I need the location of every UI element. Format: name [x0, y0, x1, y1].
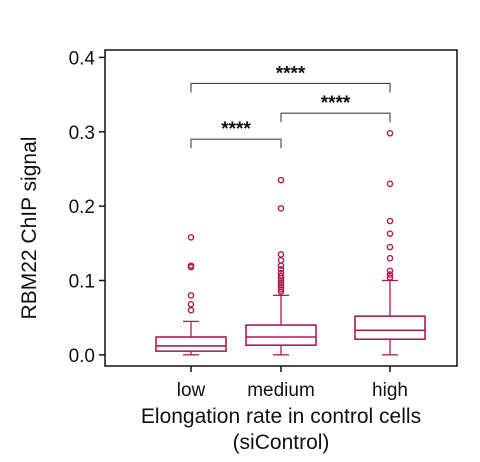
y-tick-label: 0.1: [69, 271, 95, 292]
significance-annotations: **** **** ****: [190, 63, 391, 149]
outlier-point: [386, 243, 394, 251]
outlier-point: [386, 180, 394, 188]
outlier-point: [277, 266, 285, 273]
outlier-point: [386, 274, 394, 281]
outlier-point: [386, 267, 394, 275]
outlier-point: [277, 205, 285, 212]
x-axis-title: Elongation rate in control cells: [141, 405, 421, 428]
outlier-point: [187, 300, 195, 308]
outlier-point: [277, 272, 285, 280]
outlier-point: [277, 281, 285, 289]
outlier-point: [386, 254, 394, 262]
outlier-point: [187, 234, 195, 241]
x-tick-label: medium: [247, 380, 315, 401]
box-high: [354, 129, 426, 356]
x-axis-subtitle: (siControl): [233, 431, 330, 454]
bracket-line: [190, 138, 282, 149]
box-iqr: [245, 324, 317, 346]
bracket-line: [280, 112, 391, 123]
outlier-point: [277, 283, 285, 291]
x-axis: low medium high: [177, 366, 408, 401]
outlier-point: [187, 292, 195, 299]
significance-label: ****: [221, 119, 251, 140]
y-axis-title: RBM22 ChIP signal: [18, 137, 41, 320]
outlier-point: [386, 271, 394, 278]
y-tick-label: 0.0: [69, 346, 95, 367]
y-tick-label: 0.3: [69, 123, 95, 144]
outlier-point: [277, 257, 285, 264]
outlier-point: [277, 286, 285, 293]
outlier-point: [187, 262, 195, 269]
significance-label: ****: [321, 93, 351, 114]
y-tick-label: 0.4: [69, 48, 96, 69]
outlier-point: [386, 129, 394, 137]
bracket-line: [190, 82, 391, 93]
outlier-point: [277, 251, 285, 258]
y-axis: 0.0 0.1 0.2 0.3 0.4: [69, 48, 105, 367]
outlier-point: [187, 306, 195, 314]
outlier-point: [277, 277, 285, 284]
outlier-point: [277, 262, 285, 269]
x-tick-label: low: [177, 380, 206, 401]
outlier-point: [277, 269, 285, 277]
y-tick-label: 0.2: [69, 197, 95, 218]
significance-bracket: ****: [190, 119, 282, 149]
significance-bracket: ****: [190, 63, 391, 93]
x-tick-label: high: [372, 380, 408, 401]
box-iqr: [354, 315, 426, 341]
boxplot-series: [155, 129, 426, 356]
outlier-point: [386, 230, 394, 237]
box-iqr: [155, 336, 227, 352]
significance-label: ****: [276, 63, 306, 84]
box-low: [155, 234, 227, 356]
box-medium: [245, 176, 317, 356]
significance-bracket: ****: [280, 93, 391, 123]
outlier-point: [386, 217, 394, 225]
outlier-point: [277, 176, 285, 184]
outlier-point: [277, 288, 285, 295]
outlier-point: [277, 279, 285, 287]
